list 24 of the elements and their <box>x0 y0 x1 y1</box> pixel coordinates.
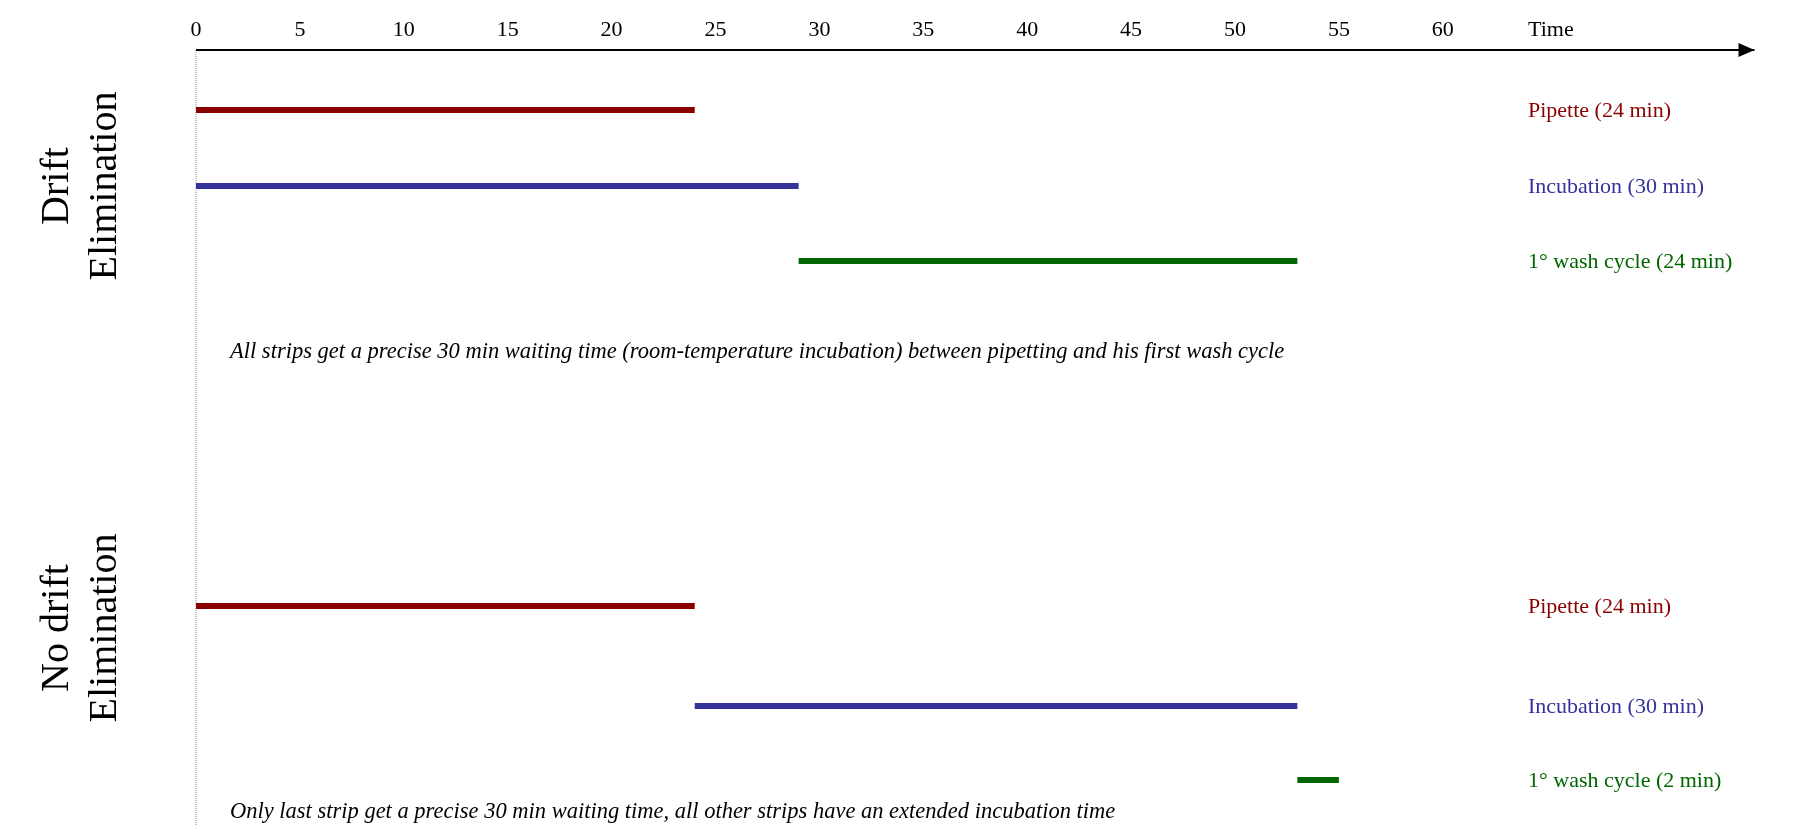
x-tick-label: 45 <box>1120 16 1143 41</box>
x-tick-label: 50 <box>1224 16 1246 41</box>
y-tick-label: Incubation (30 min) <box>1528 173 1704 198</box>
x-tick-label: 30 <box>808 16 831 41</box>
annotation: Only last strip get a precise 30 min waiting time, all other strips have an extended incubation time <box>230 798 1116 823</box>
x-tick-label: 60 <box>1431 16 1454 41</box>
y-tick-label: Pipette (24 min) <box>1528 97 1671 122</box>
x-tick-label: 20 <box>600 16 623 41</box>
annotation: All strips get a precise 30 min waiting time (room-temperature incubation) between pipetting and his first wash cycle <box>228 338 1285 363</box>
y-tick-label: 1° wash cycle (2 min) <box>1528 767 1722 792</box>
y-tick-label: 1° wash cycle (24 min) <box>1528 248 1733 273</box>
x-tick-label: 15 <box>496 16 519 41</box>
x-tick-label: 40 <box>1016 16 1039 41</box>
x-tick-label: 25 <box>704 16 727 41</box>
y-tick-label: Incubation (30 min) <box>1528 693 1704 718</box>
x-tick-label: 5 <box>294 16 306 41</box>
x-tick-label: 55 <box>1327 16 1350 41</box>
text: No drift Elimination <box>32 533 125 723</box>
text: Drift Elimination <box>32 91 125 281</box>
x-tick-label: 10 <box>392 16 415 41</box>
y-tick-label: Pipette (24 min) <box>1528 593 1671 618</box>
x-axis-title: Time <box>1528 16 1574 41</box>
x-tick-label: 0 <box>190 16 202 41</box>
x-tick-label: 35 <box>912 16 935 41</box>
